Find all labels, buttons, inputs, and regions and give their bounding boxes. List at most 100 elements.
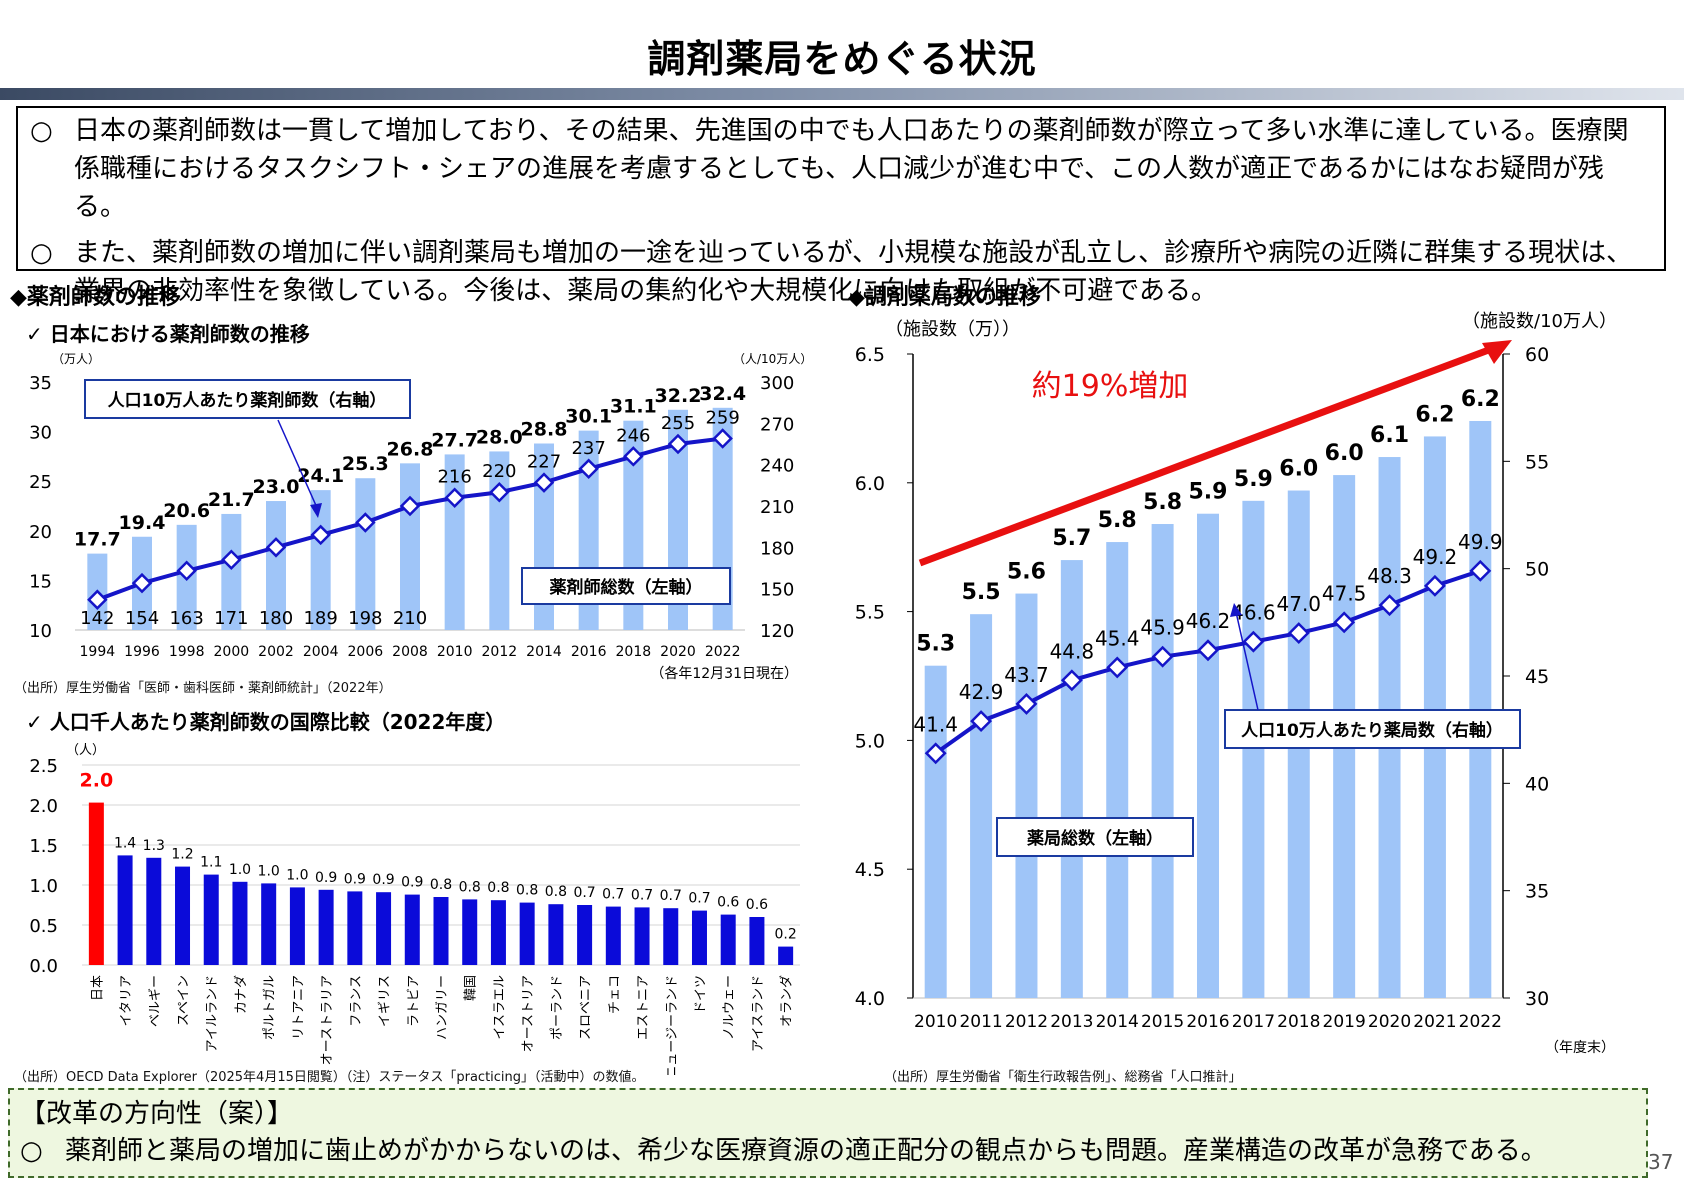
callout-arrowhead (1230, 603, 1242, 617)
bar-value-label: 30.1 (565, 406, 612, 428)
line-value-label: 45.4 (1095, 626, 1140, 650)
bar-country (490, 900, 506, 965)
x-country-label: 日本 (90, 975, 105, 1001)
x-tick-label: 2016 (1186, 1012, 1229, 1032)
x-country-label: オランダ (780, 975, 795, 1027)
bar-value-label: 6.1 (1370, 423, 1409, 448)
bar-value-label: 0.8 (545, 884, 567, 900)
bar-country (347, 891, 363, 965)
right-unit-label: （施設数/10万人） (1462, 311, 1617, 332)
line-value-label: 49.2 (1413, 545, 1458, 569)
callout-line-box (1224, 709, 1521, 749)
bar-pharmacist-total (221, 513, 242, 630)
increase-arrow (918, 341, 1504, 567)
callout-bar-label: 薬局総数（左軸） (1027, 828, 1163, 849)
line-marker (578, 458, 599, 480)
bar-country (203, 874, 219, 965)
bar-country (232, 881, 248, 965)
x-tick-label: 2010 (437, 644, 473, 660)
x-country-label: ニュージーランド (665, 975, 680, 1075)
line-value-label: 210 (393, 608, 427, 629)
bar-value-label: 1.1 (200, 855, 222, 871)
x-country-label: アイスランド (751, 975, 766, 1052)
bar-value-label: 32.2 (655, 385, 702, 407)
bar-value-label: 20.6 (163, 500, 210, 522)
x-tick-label: 2018 (1277, 1012, 1320, 1032)
x-tick-label: 2000 (214, 644, 250, 660)
y2-tick-label: 35 (1525, 881, 1549, 903)
bullet-circle: ○ (30, 116, 53, 146)
line-marker (623, 446, 644, 467)
bar-value-label: 5.5 (962, 580, 1001, 605)
line-value-label: 171 (214, 608, 248, 629)
y-tick-label: 5.0 (855, 730, 885, 752)
x-country-label: カナダ (234, 975, 249, 1014)
line-marker (1197, 639, 1219, 662)
summary-bullet: ○ 日本の薬剤師数は一貫して増加しており、その結果、先進国の中でも人口あたりの薬… (30, 112, 1652, 226)
bar-value-label: 6.0 (1325, 441, 1364, 466)
callout-bar-box (521, 567, 731, 605)
x-country-label: オーストラリア (320, 975, 335, 1065)
line-marker (1469, 559, 1492, 582)
bar-value-label: 1.0 (286, 867, 308, 883)
y-unit-label: （人） (66, 743, 105, 758)
page-title: 調剤薬局をめぐる状況 (647, 37, 1037, 81)
chart1-subtitle: ✓ 日本における薬剤師数の推移 (26, 322, 310, 346)
bar-country (691, 910, 707, 965)
left-unit-label: （施設数（万）） (885, 319, 1020, 340)
right-section-title: ◆調剤薬局数の推移 (848, 285, 1041, 310)
line-value-label: 154 (125, 608, 159, 629)
bar-value-label: 17.7 (74, 529, 121, 551)
line-value-label: 44.8 (1050, 639, 1095, 663)
reform-box: 【改革の方向性（案）】 ○ 薬剤師と薬局の増加に歯止めがかからないのは、希少な医… (8, 1088, 1648, 1178)
as-of-note: （各年12月31日現在） (650, 666, 798, 680)
bar-value-label: 1.3 (143, 838, 165, 854)
bar-value-label: 0.9 (315, 870, 337, 886)
increase-arrowhead (1482, 340, 1512, 364)
bar-value-label: 26.8 (387, 438, 434, 460)
bar-value-label: 1.0 (258, 863, 280, 879)
y2-tick-label: 50 (1525, 559, 1549, 581)
line-value-label: 42.9 (959, 680, 1004, 704)
left-section-title: ◆薬剤師数の推移 (10, 285, 181, 310)
bar-value-label: 6.2 (1461, 387, 1500, 412)
line-value-label: 237 (571, 438, 605, 459)
x-tick-label: 2010 (914, 1012, 957, 1032)
bar-country (663, 908, 679, 965)
y-tick-label: 20 (29, 522, 52, 543)
line-marker (1333, 611, 1356, 634)
bar-country (261, 883, 277, 965)
x-tick-label: 1994 (80, 644, 116, 660)
y2-tick-label: 30 (1525, 988, 1549, 1010)
bar-value-label: 0.9 (372, 872, 394, 888)
bar-value-label: 0.6 (717, 895, 739, 911)
line-marker (712, 428, 733, 449)
callout-arrowhead (310, 503, 322, 518)
bar-value-label: 1.2 (171, 847, 193, 863)
bar-value-label: 24.1 (297, 465, 344, 487)
y-tick-label: 4.5 (855, 859, 885, 881)
x-country-label: ノルウェー (722, 975, 737, 1040)
bar-value-label: 5.8 (1098, 508, 1137, 533)
line-marker (489, 481, 510, 503)
x-country-label: 韓国 (464, 975, 479, 1001)
bar-pharmacist-total (266, 501, 286, 630)
x-country-label: イギリス (378, 975, 393, 1027)
bar-value-label: 0.6 (746, 897, 768, 913)
title-underline (0, 88, 1684, 100)
bar-value-label: 28.8 (521, 419, 568, 441)
callout-line-label: 人口10万人あたり薬剤師数（右軸） (108, 390, 387, 411)
page-number: 37 (1648, 1150, 1674, 1174)
bar-value-label: 5.8 (1143, 490, 1182, 515)
y-tick-label: 6.5 (855, 344, 885, 366)
bar-value-label: 5.6 (1007, 560, 1046, 585)
bar-value-label: 0.8 (516, 883, 538, 899)
bar-country (634, 907, 650, 965)
line-value-label: 142 (80, 608, 114, 629)
line-marker (1423, 574, 1446, 597)
line-value-label: 43.7 (1004, 663, 1049, 687)
y-tick-label: 35 (29, 373, 52, 394)
line-value-label: 180 (259, 608, 293, 629)
y2-tick-label: 300 (760, 373, 794, 394)
y-tick-label: 6.0 (855, 473, 885, 495)
